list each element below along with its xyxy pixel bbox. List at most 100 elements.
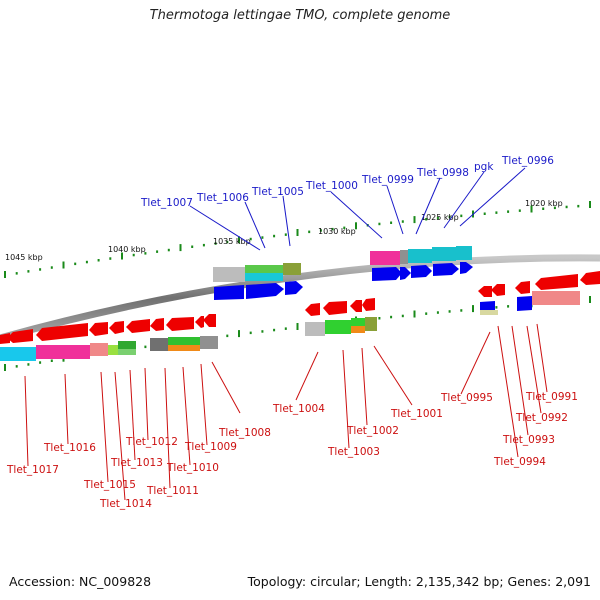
gene-arrow-tlet-1006[interactable] <box>246 283 284 299</box>
scale-tick <box>436 216 439 220</box>
gene-arrow-tlet-1001[interactable] <box>362 298 375 311</box>
scale-tick <box>401 314 404 318</box>
scale-tick <box>50 266 53 269</box>
scale-tick <box>296 229 299 236</box>
label-tlet-0996[interactable]: Tlet_0996 <box>501 155 554 167</box>
gene-arrow-tlet-0990[interactable] <box>580 271 600 285</box>
gene-arrow-tlet-0993[interactable] <box>515 281 530 294</box>
scale-tick <box>308 230 311 234</box>
scale-tick <box>542 207 545 210</box>
gene-arrow-tlet-1017[interactable] <box>0 333 10 344</box>
forward-genes <box>214 262 532 311</box>
label-tlet-1010[interactable]: Tlet_1010 <box>166 462 219 474</box>
gene-arrow-tlet-1013[interactable] <box>109 321 124 334</box>
scale-label-1030: 1030 kbp <box>318 227 356 236</box>
label-tlet-0991[interactable]: Tlet_0991 <box>525 391 578 403</box>
label-tlet-1001[interactable]: Tlet_1001 <box>390 408 443 420</box>
gene-arrow-tlet-0998[interactable] <box>433 263 459 276</box>
scale-tick <box>343 226 346 230</box>
scale-tick <box>62 261 65 269</box>
label-tlet-0999[interactable]: Tlet_0999 <box>361 174 414 186</box>
label-tlet-0995[interactable]: Tlet_0995 <box>440 392 493 404</box>
gene-arrow-pgk[interactable] <box>411 265 432 278</box>
gene-arrow-tlet-0999[interactable] <box>400 267 411 280</box>
gene-arrow-tlet-1004[interactable] <box>305 303 320 316</box>
label-tlet-1013[interactable]: Tlet_1013 <box>110 457 163 469</box>
label-tlet-0994[interactable]: Tlet_0994 <box>493 456 546 468</box>
gene-arrow-tlet-1014[interactable] <box>89 322 108 336</box>
gene-arrow-tlet-0995-fwd[interactable] <box>480 301 495 311</box>
bottom-leader-lines <box>24 323 548 501</box>
scale-tick <box>226 334 229 338</box>
label-tlet-1005[interactable]: Tlet_1005 <box>251 186 304 198</box>
gene-arrow-tlet-1005[interactable] <box>285 281 303 295</box>
label-tlet-1012[interactable]: Tlet_1012 <box>125 436 178 448</box>
gene-arrow-tlet-0995[interactable] <box>478 286 492 297</box>
gene-arrow-tlet-1016[interactable] <box>7 329 33 343</box>
label-tlet-1000[interactable]: Tlet_1000 <box>305 180 358 192</box>
gene-arrow-tlet-0991[interactable] <box>535 274 578 290</box>
gene-arrow-tlet-1009[interactable] <box>195 316 204 328</box>
scale-tick <box>413 216 416 224</box>
label-tlet-1015[interactable]: Tlet_1015 <box>83 479 136 491</box>
scale-tick <box>448 310 451 313</box>
gene-arrow-tlet-0992-fwd[interactable] <box>517 296 532 311</box>
scale-tick <box>167 248 170 252</box>
scale-tick <box>495 306 498 309</box>
scale-tick <box>27 363 30 366</box>
gene-arrow-tlet-1003[interactable] <box>323 301 347 315</box>
label-tlet-1014[interactable]: Tlet_1014 <box>99 498 152 510</box>
gene-arrow-tlet-1012[interactable] <box>126 319 150 333</box>
label-tlet-1011[interactable]: Tlet_1011 <box>146 485 199 497</box>
scale-tick <box>4 271 6 278</box>
scale-tick <box>425 312 428 315</box>
scale-tick <box>15 365 18 368</box>
scale-tick <box>261 330 264 333</box>
scale-tick <box>296 323 299 330</box>
label-tlet-0992[interactable]: Tlet_0992 <box>515 412 568 424</box>
scale-tick <box>331 227 334 231</box>
scale-tick <box>284 233 287 236</box>
label-tlet-1006[interactable]: Tlet_1006 <box>196 192 249 204</box>
scale-tick <box>202 243 205 247</box>
scale-tick <box>565 205 568 209</box>
genome-backbone <box>0 254 600 342</box>
scale-tick <box>156 250 159 253</box>
scale-tick <box>589 296 591 303</box>
scale-tick <box>319 229 322 232</box>
scale-tick <box>121 252 123 260</box>
label-tlet-1003[interactable]: Tlet_1003 <box>327 446 380 458</box>
label-tlet-1017[interactable]: Tlet_1017 <box>6 464 59 476</box>
gene-arrow-tlet-0994[interactable] <box>491 284 505 296</box>
topology-text: Topology: circular; Length: 2,135,342 bp… <box>247 574 591 589</box>
scale-tick <box>144 252 147 255</box>
scale-label-1035: 1035 kbp <box>213 237 251 246</box>
label-tlet-1016[interactable]: Tlet_1016 <box>43 442 96 454</box>
scale-tick <box>273 328 276 332</box>
gene-arrow-tlet-0996[interactable] <box>460 262 473 274</box>
gene-arrow-tlet-1000[interactable] <box>372 267 402 281</box>
label-pgk[interactable]: pgk <box>474 161 494 173</box>
label-tlet-1007[interactable]: Tlet_1007 <box>140 197 193 209</box>
gene-arrow-tlet-1008[interactable] <box>203 314 216 327</box>
label-tlet-1004[interactable]: Tlet_1004 <box>272 403 325 415</box>
scale-tick <box>39 268 42 271</box>
scale-tick <box>425 218 428 221</box>
label-tlet-1008[interactable]: Tlet_1008 <box>218 427 271 439</box>
gene-arrow-tlet-1011[interactable] <box>150 318 164 331</box>
scale-tick <box>238 236 240 244</box>
gene-arrow-tlet-1015[interactable] <box>36 323 88 341</box>
scale-tick <box>50 359 53 362</box>
scale-label-1025: 1025 kbp <box>421 213 459 222</box>
label-tlet-1002[interactable]: Tlet_1002 <box>346 425 399 437</box>
gene-arrow-tlet-1002[interactable] <box>350 300 362 312</box>
label-tlet-0998[interactable]: Tlet_0998 <box>416 167 469 179</box>
gene-arrow-tlet-1010[interactable] <box>166 317 194 331</box>
scale-label-1020: 1020 kbp <box>525 199 563 208</box>
gene-arrow-tlet-1007[interactable] <box>214 285 244 300</box>
label-tlet-1009[interactable]: Tlet_1009 <box>184 441 237 453</box>
label-tlet-0993[interactable]: Tlet_0993 <box>502 434 555 446</box>
scale-label-1045: 1045 kbp <box>5 253 43 262</box>
scale-tick <box>179 244 182 252</box>
